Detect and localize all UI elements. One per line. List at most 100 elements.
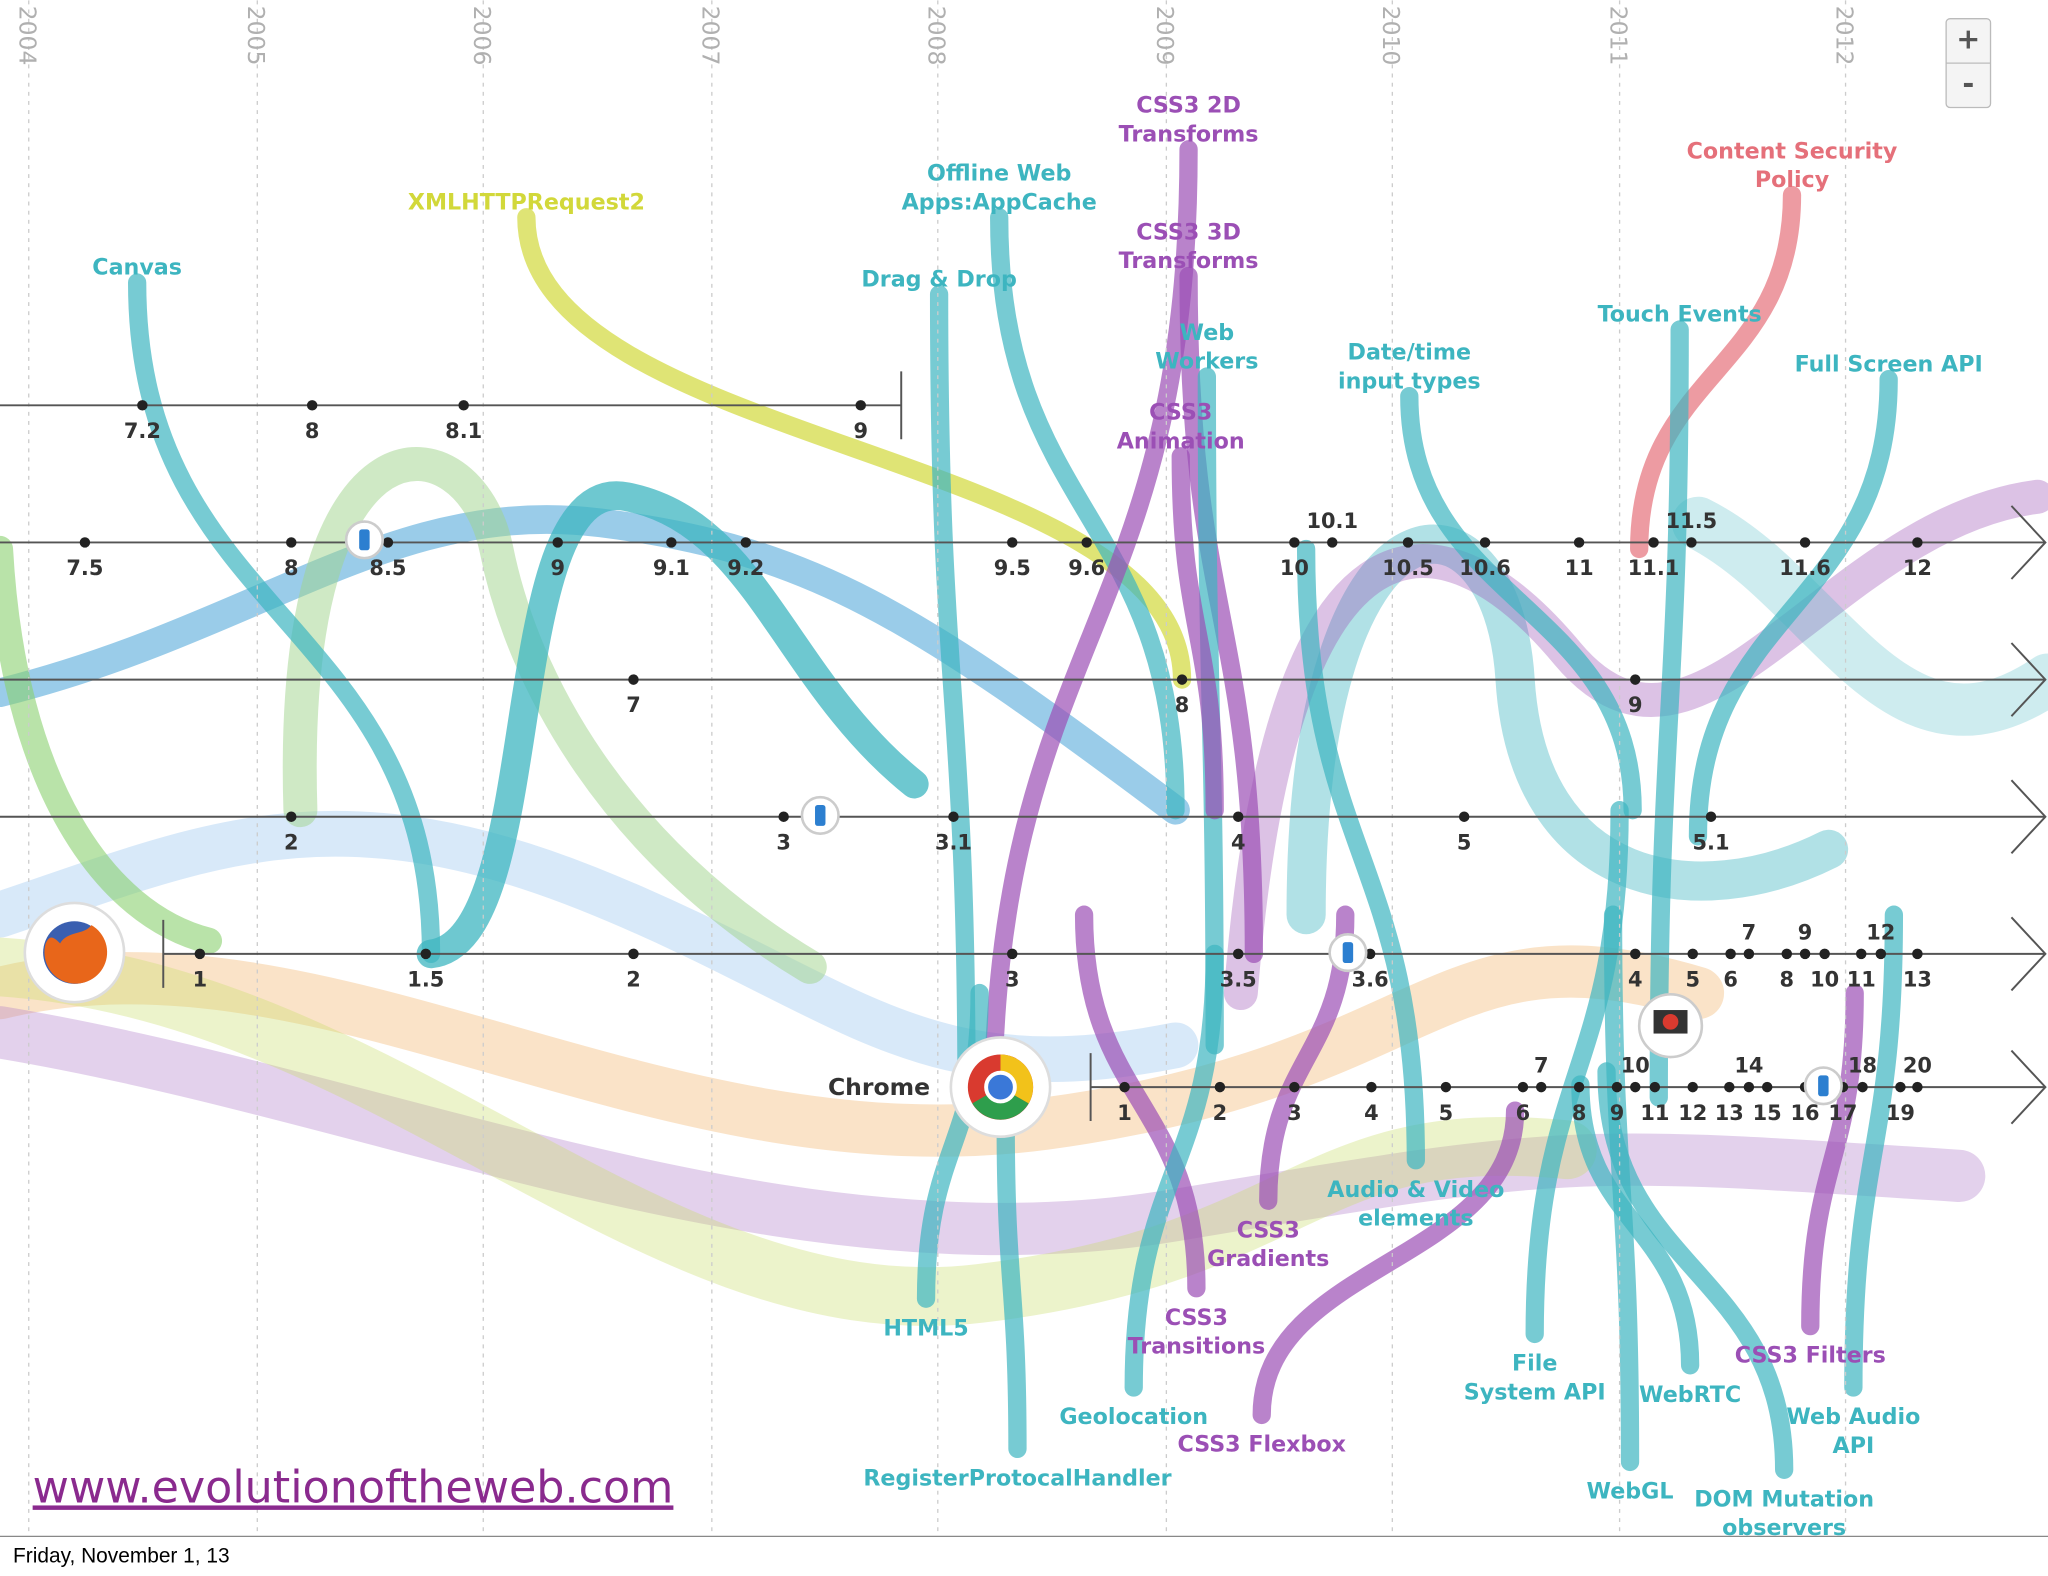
version-label: 19 [1886, 1101, 1915, 1125]
feature-label[interactable]: Policy [1755, 167, 1830, 193]
feature[interactable]: Canvas [92, 255, 182, 281]
version-dot [1081, 537, 1092, 548]
zoom-in[interactable]: + [1956, 22, 1980, 56]
version-label: 14 [1734, 1054, 1763, 1078]
version-label: 4 [1231, 830, 1246, 854]
feature-label[interactable]: WebRTC [1639, 1382, 1741, 1408]
feature-label[interactable]: Full Screen API [1795, 351, 1983, 377]
feature-label[interactable]: DOM Mutation [1694, 1486, 1874, 1512]
feature-label[interactable]: HTML5 [883, 1315, 968, 1341]
mobile-phone [359, 529, 370, 551]
feature-label[interactable]: CSS3 2D [1136, 93, 1241, 119]
feature[interactable]: Audio & Video elements [1327, 1177, 1504, 1232]
zoom-out[interactable]: - [1962, 66, 1974, 100]
feature-label[interactable]: CSS3 Filters [1735, 1343, 1886, 1369]
feature-label[interactable]: Geolocation [1059, 1404, 1208, 1430]
feature[interactable]: CSS3 Filters [1735, 1343, 1886, 1369]
version-dot [1232, 948, 1244, 960]
feature-ribbon [1074, 905, 1206, 1298]
feature-label[interactable]: Transitions [1128, 1334, 1266, 1360]
version-label: 12 [1866, 921, 1895, 945]
feature-label[interactable]: CSS3 [1165, 1305, 1228, 1331]
version-dot [1573, 537, 1585, 548]
version-label: 2 [626, 968, 641, 992]
feature[interactable]: Content Security Policy [1687, 138, 1898, 193]
feature-label[interactable]: Date/time [1348, 340, 1472, 366]
feature-label[interactable]: Audio & Video [1327, 1177, 1504, 1203]
feature-label[interactable]: System API [1464, 1379, 1606, 1405]
feature[interactable]: CSS3 Gradients [1207, 1217, 1329, 1272]
version-dot [1799, 948, 1811, 960]
bg-ribbon [0, 1006, 1986, 1256]
timeline: 7.2 8 8.1 9 [0, 371, 903, 443]
feature[interactable]: HTML5 [883, 1315, 968, 1341]
feature-label[interactable]: Transforms [1119, 121, 1259, 147]
feature-label[interactable]: CSS3 Flexbox [1178, 1432, 1346, 1458]
version-dot [458, 400, 469, 411]
version-dot [194, 948, 206, 960]
feature[interactable]: Web Workers [1155, 320, 1258, 375]
feature-label[interactable]: WebGL [1587, 1479, 1674, 1505]
feature[interactable]: Drag & Drop [861, 266, 1017, 292]
version-label: 1 [193, 968, 208, 992]
version-dot [382, 537, 394, 548]
feature[interactable]: CSS3 3D Transforms [1119, 219, 1259, 274]
feature-label[interactable]: Touch Events [1598, 302, 1762, 328]
feature-label[interactable]: Workers [1155, 349, 1258, 375]
feature[interactable]: WebGL [1587, 1479, 1674, 1505]
feature-label[interactable]: Drag & Drop [861, 266, 1017, 292]
version-label: 9.1 [653, 556, 690, 580]
feature-label[interactable]: Web [1180, 320, 1235, 346]
feature-label[interactable]: Content Security [1687, 138, 1898, 164]
version-dot [306, 400, 318, 411]
feature[interactable]: Full Screen API [1795, 351, 1983, 377]
version-dot [1648, 537, 1659, 548]
feature-label[interactable]: Gradients [1207, 1246, 1329, 1272]
feature-label[interactable]: Apps:AppCache [902, 189, 1097, 215]
version-label: 5.1 [1693, 830, 1730, 854]
version-label: 10 [1810, 968, 1839, 992]
site-url[interactable]: www.evolutionoftheweb.com [33, 1462, 674, 1513]
version-dot [1743, 948, 1755, 960]
feature[interactable]: XMLHTTPRequest2 [408, 189, 645, 215]
feature[interactable]: RegisterProtocalHandler [863, 1465, 1171, 1491]
feature-label[interactable]: Web Audio [1786, 1404, 1920, 1430]
feature-label[interactable]: Animation [1117, 428, 1245, 454]
version-label: 12 [1903, 556, 1932, 580]
feature[interactable]: WebRTC [1639, 1382, 1741, 1408]
version-label: 17 [1828, 1101, 1857, 1125]
feature[interactable]: Touch Events [1598, 302, 1762, 328]
feature[interactable]: Web Audio API [1786, 1404, 1920, 1459]
feature[interactable]: CSS3 Flexbox [1178, 1432, 1346, 1458]
feature-label[interactable]: API [1833, 1433, 1875, 1459]
feature-label[interactable]: CSS3 [1149, 400, 1212, 426]
feature-label[interactable]: File [1512, 1351, 1557, 1377]
version-dot [1573, 1081, 1585, 1093]
feature[interactable]: CSS3 Transitions [1128, 1305, 1266, 1360]
feature-label[interactable]: Transforms [1119, 248, 1259, 274]
version-dot [855, 400, 866, 411]
feature-label[interactable]: elements [1358, 1206, 1473, 1232]
feature-label[interactable]: XMLHTTPRequest2 [408, 189, 645, 215]
feature-label[interactable]: Offline Web [927, 161, 1071, 187]
feature-ribbon [1179, 266, 1264, 964]
feature-label[interactable]: Canvas [92, 255, 182, 281]
feature-label[interactable]: observers [1722, 1515, 1846, 1541]
version-dot [1912, 537, 1923, 548]
version-label: 2 [1213, 1101, 1228, 1125]
version-dot [1289, 537, 1300, 548]
feature-label[interactable]: input types [1338, 368, 1481, 394]
version-label: 8 [1780, 968, 1795, 992]
feature-label[interactable]: RegisterProtocalHandler [863, 1465, 1171, 1491]
feature-label[interactable]: CSS3 [1237, 1217, 1300, 1243]
feature-label[interactable]: CSS3 3D [1136, 219, 1241, 245]
feature[interactable]: Geolocation [1059, 1404, 1208, 1430]
year-label: 2006 [468, 6, 496, 66]
feature[interactable]: DOM Mutation observers [1694, 1486, 1874, 1541]
